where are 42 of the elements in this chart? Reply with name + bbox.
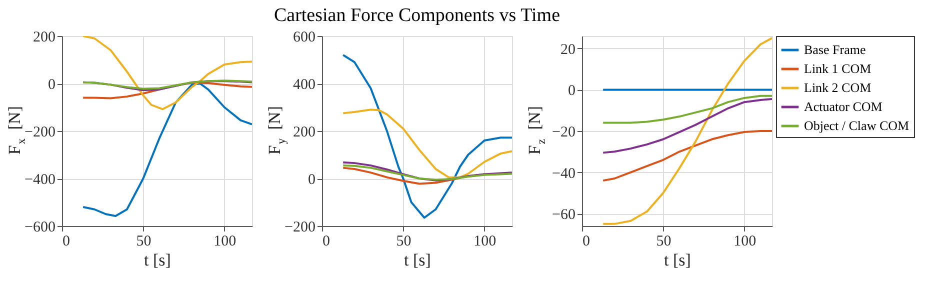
x-tick-label: 0 <box>582 234 590 250</box>
y-tick-label: 0 <box>308 172 316 188</box>
x-tick-label: 100 <box>474 234 496 250</box>
y-axis-title: Fy [N] <box>265 106 288 155</box>
y-tick-label: −200 <box>284 220 316 236</box>
line-series <box>342 108 512 178</box>
x-tick-label: 0 <box>62 234 70 250</box>
y-tick-label: −60 <box>552 207 576 224</box>
x-tick-label: 100 <box>734 234 756 250</box>
y-tick-label: 0 <box>568 83 576 100</box>
line-series <box>342 54 512 219</box>
y-tick-label: −400 <box>24 172 56 188</box>
x-tick-label: 0 <box>322 234 330 250</box>
x-tick-label: 50 <box>656 234 672 250</box>
x-tick-label: 50 <box>136 234 152 250</box>
legend-label: Object / Claw COM <box>804 118 910 133</box>
legend-label: Actuator COM <box>804 99 883 114</box>
y-tick-label: −40 <box>552 166 576 182</box>
y-tick-label: −600 <box>24 220 56 236</box>
legend-label: Base Frame <box>804 42 866 57</box>
chart-title: Cartesian Force Components vs Time <box>274 5 560 26</box>
y-tick-label: 400 <box>293 77 316 93</box>
legend-label: Link 2 COM <box>804 80 872 95</box>
x-tick-label: 100 <box>214 234 236 250</box>
legend-label: Link 1 COM <box>804 61 872 76</box>
y-tick-label: 0 <box>48 77 56 93</box>
x-axis-title: t [s] <box>664 250 691 270</box>
y-axis-title: Fz [N] <box>525 106 548 155</box>
x-axis-title: t [s] <box>404 250 431 270</box>
x-tick-label: 50 <box>396 234 412 250</box>
y-tick-label: 200 <box>293 124 316 140</box>
line-series <box>82 82 252 218</box>
y-tick-label: 20 <box>560 42 576 58</box>
line-series <box>602 37 772 225</box>
line-series <box>602 98 772 154</box>
y-tick-label: 600 <box>293 30 316 46</box>
line-series <box>602 130 772 182</box>
line-series <box>602 94 772 124</box>
y-tick-label: −20 <box>552 124 576 140</box>
x-axis-title: t [s] <box>144 250 171 270</box>
y-tick-label: 200 <box>33 30 56 46</box>
line-series <box>82 36 252 110</box>
